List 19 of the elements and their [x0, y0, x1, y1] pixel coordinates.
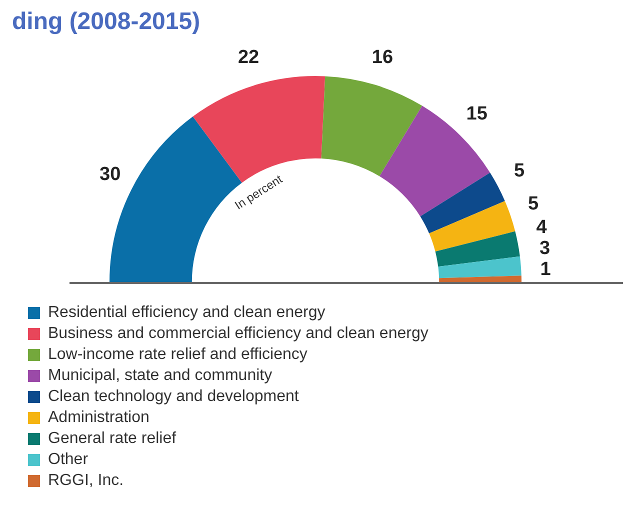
legend-label: Residential efficiency and clean energy	[48, 304, 326, 322]
legend-label: Low-income rate relief and efficiency	[48, 346, 308, 364]
data-label: 30	[100, 164, 121, 185]
legend-label: Other	[48, 451, 88, 469]
data-label: 3	[540, 238, 550, 260]
data-label: 1	[540, 259, 552, 280]
legend-label: Clean technology and development	[48, 388, 299, 406]
data-label: 5	[528, 193, 540, 214]
legend-label: Business and commercial efficiency and clean energy	[48, 325, 428, 343]
data-label: 16	[372, 47, 394, 68]
data-label: 5	[514, 160, 525, 182]
chart-title: ding (2008-2015)	[12, 8, 202, 36]
data-label: 15	[466, 103, 488, 124]
data-label: 4	[536, 217, 548, 238]
legend-label: Municipal, state and community	[48, 367, 272, 385]
legend-label: General rate relief	[48, 430, 176, 448]
legend-label: RGGI, Inc.	[48, 472, 124, 490]
legend-label: Administration	[48, 409, 150, 427]
data-label: 22	[238, 47, 260, 68]
